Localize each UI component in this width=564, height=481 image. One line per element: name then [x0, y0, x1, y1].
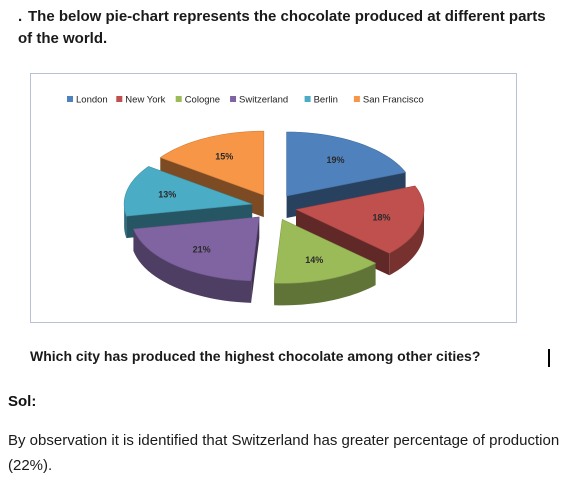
pie-data-labels: 19% 18% 14% 21% 13% 15% — [158, 151, 390, 264]
question-text: Which city has produced the highest choc… — [30, 348, 481, 364]
legend-label-berlin: Berlin — [314, 95, 338, 106]
legend-swatch-berlin — [304, 96, 311, 102]
slice-london — [286, 131, 407, 197]
slice-rim-berlin — [124, 204, 127, 239]
legend-swatch-cologne — [175, 96, 182, 102]
question-intro-text: The below pie-chart represents the choco… — [18, 8, 546, 47]
legend-swatch-new-york — [116, 96, 123, 102]
pie-chart-canvas: London New York Cologne Switzerland Berlin Sa… — [67, 95, 425, 306]
legend-label-new-york: New York — [125, 95, 165, 106]
question-intro: . The below pie-chart represents the choc… — [18, 8, 546, 47]
legend-label-switzerland: Switzerland — [239, 95, 288, 106]
pie-slices — [123, 130, 425, 284]
legend-swatch-switzerland — [230, 96, 237, 102]
legend-label-cologne: Cologne — [185, 95, 220, 106]
slice-san-francisco — [159, 130, 265, 196]
solution-label: Sol: — [8, 393, 37, 410]
data-label-london: 19% — [326, 155, 344, 165]
slice-rim-switzerland — [133, 228, 252, 303]
slice-rim-new-york — [389, 209, 424, 276]
slice-switzerland — [133, 216, 260, 282]
chart-legend: London New York Cologne Switzerland Berlin Sa… — [67, 95, 424, 106]
legend-swatch-london — [67, 96, 73, 102]
data-label-cologne: 14% — [305, 255, 323, 265]
data-label-switzerland: 21% — [193, 245, 211, 255]
data-label-new-york: 18% — [372, 213, 390, 223]
text-cursor — [548, 349, 550, 367]
data-label-san-francisco: 15% — [215, 151, 233, 161]
slice-new-york — [295, 185, 425, 254]
slice-berlin — [123, 166, 253, 217]
pie-chart: London New York Cologne Switzerland Berlin Sa… — [30, 73, 517, 323]
solution-text: By observation it is identified that Swi… — [8, 432, 560, 474]
legend-label-san-francisco: San Francisco — [363, 95, 424, 106]
legend-swatch-san-francisco — [353, 96, 360, 102]
slice-cologne — [273, 218, 377, 284]
legend-label-london: London — [76, 95, 108, 106]
data-label-berlin: 13% — [158, 190, 176, 200]
